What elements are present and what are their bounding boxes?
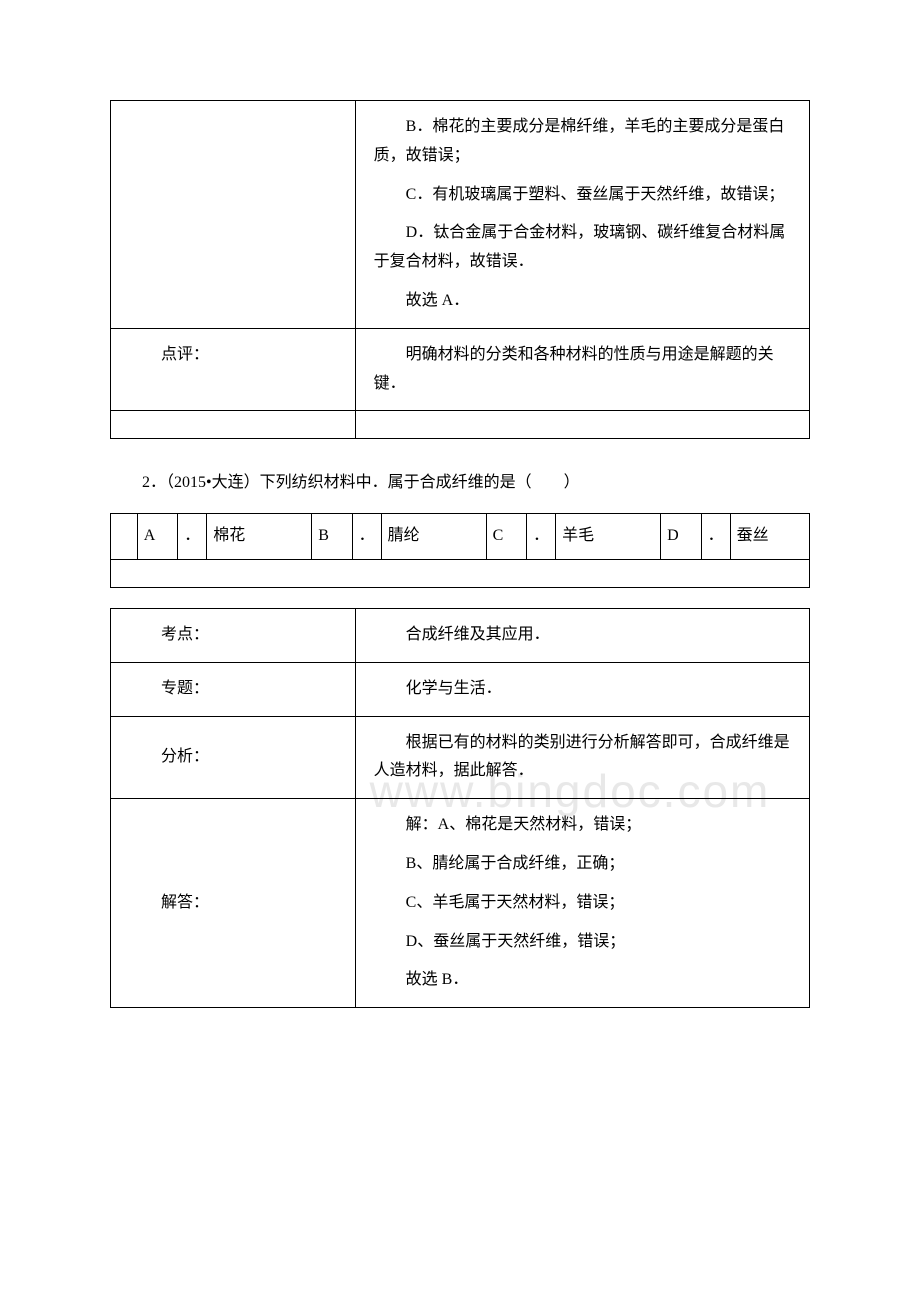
option-a-dot: ． <box>178 514 207 560</box>
row-content-subject: 化学与生活． <box>355 662 809 716</box>
table-row: 解答： 解：A、棉花是天然材料，错误； B、腈纶属于合成纤维，正确； C、羊毛属… <box>111 799 810 1008</box>
topic-text: 合成纤维及其应用． <box>374 621 791 650</box>
row-label-analysis: 分析： <box>111 716 356 799</box>
option-c-explanation: C．有机玻璃属于塑料、蚕丝属于天然纤维，故错误； <box>374 181 791 210</box>
options-row: A ． 棉花 B ． 腈纶 C ． 羊毛 D ． 蚕丝 <box>111 514 810 560</box>
page-container: www.bingdoc.com B．棉花的主要成分是棉纤维，羊毛的主要成分是蛋白… <box>110 100 810 1008</box>
row-label-subject: 专题： <box>111 662 356 716</box>
row-label-answer: 解答： <box>111 799 356 1008</box>
empty-cell <box>111 411 356 439</box>
options-empty-row <box>111 559 810 587</box>
table-row: 分析： 根据已有的材料的类别进行分析解答即可，合成纤维是人造材料，据此解答． <box>111 716 810 799</box>
table-row: 点评： 明确材料的分类和各种材料的性质与用途是解题的关键． <box>111 328 810 411</box>
option-d-text: 蚕丝 <box>730 514 809 560</box>
answer-choice: 故选 A． <box>374 287 791 316</box>
row-label-topic: 考点： <box>111 608 356 662</box>
option-c-dot: ． <box>527 514 556 560</box>
answer-final: 故选 B． <box>374 966 791 995</box>
answer-d: D、蚕丝属于天然纤维，错误； <box>374 928 791 957</box>
option-d-explanation: D．钛合金属于合金材料，玻璃钢、碳纤维复合材料属于复合材料，故错误． <box>374 219 791 277</box>
subject-text: 化学与生活． <box>374 675 791 704</box>
option-b-dot: ． <box>352 514 381 560</box>
option-b-explanation: B．棉花的主要成分是棉纤维，羊毛的主要成分是蛋白质，故错误； <box>374 113 791 171</box>
table-row: 考点： 合成纤维及其应用． <box>111 608 810 662</box>
row-content-analysis: 根据已有的材料的类别进行分析解答即可，合成纤维是人造材料，据此解答． <box>355 716 809 799</box>
options-table: A ． 棉花 B ． 腈纶 C ． 羊毛 D ． 蚕丝 <box>110 513 810 588</box>
row-label-comment: 点评： <box>111 328 356 411</box>
explanation-table-1: B．棉花的主要成分是棉纤维，羊毛的主要成分是蛋白质，故错误； C．有机玻璃属于塑… <box>110 100 810 439</box>
option-d-letter: D <box>661 514 702 560</box>
option-a-letter: A <box>137 514 178 560</box>
row-content-topic: 合成纤维及其应用． <box>355 608 809 662</box>
answer-c: C、羊毛属于天然材料，错误； <box>374 889 791 918</box>
explanation-table-2: 考点： 合成纤维及其应用． 专题： 化学与生活． 分析： 根据已有的材料的类别进… <box>110 608 810 1008</box>
blank-cell <box>111 514 138 560</box>
row-content-comment: 明确材料的分类和各种材料的性质与用途是解题的关键． <box>355 328 809 411</box>
option-b-text: 腈纶 <box>381 514 486 560</box>
empty-cell <box>355 411 809 439</box>
option-d-dot: ． <box>701 514 730 560</box>
row-content-answer: 解：A、棉花是天然材料，错误； B、腈纶属于合成纤维，正确； C、羊毛属于天然材… <box>355 799 809 1008</box>
table-row: B．棉花的主要成分是棉纤维，羊毛的主要成分是蛋白质，故错误； C．有机玻璃属于塑… <box>111 101 810 329</box>
option-b-letter: B <box>312 514 352 560</box>
comment-text: 明确材料的分类和各种材料的性质与用途是解题的关键． <box>374 341 791 399</box>
empty-cell <box>111 559 810 587</box>
row-content: B．棉花的主要成分是棉纤维，羊毛的主要成分是蛋白质，故错误； C．有机玻璃属于塑… <box>355 101 809 329</box>
answer-b: B、腈纶属于合成纤维，正确； <box>374 850 791 879</box>
row-label-empty <box>111 101 356 329</box>
question-2-text: 2．（2015•大连）下列纺织材料中．属于合成纤维的是（ ） <box>110 469 810 498</box>
table-row: 专题： 化学与生活． <box>111 662 810 716</box>
analysis-text: 根据已有的材料的类别进行分析解答即可，合成纤维是人造材料，据此解答． <box>374 729 791 787</box>
table-empty-row <box>111 411 810 439</box>
option-c-letter: C <box>486 514 526 560</box>
option-a-text: 棉花 <box>207 514 312 560</box>
answer-a: 解：A、棉花是天然材料，错误； <box>374 811 791 840</box>
option-c-text: 羊毛 <box>556 514 661 560</box>
